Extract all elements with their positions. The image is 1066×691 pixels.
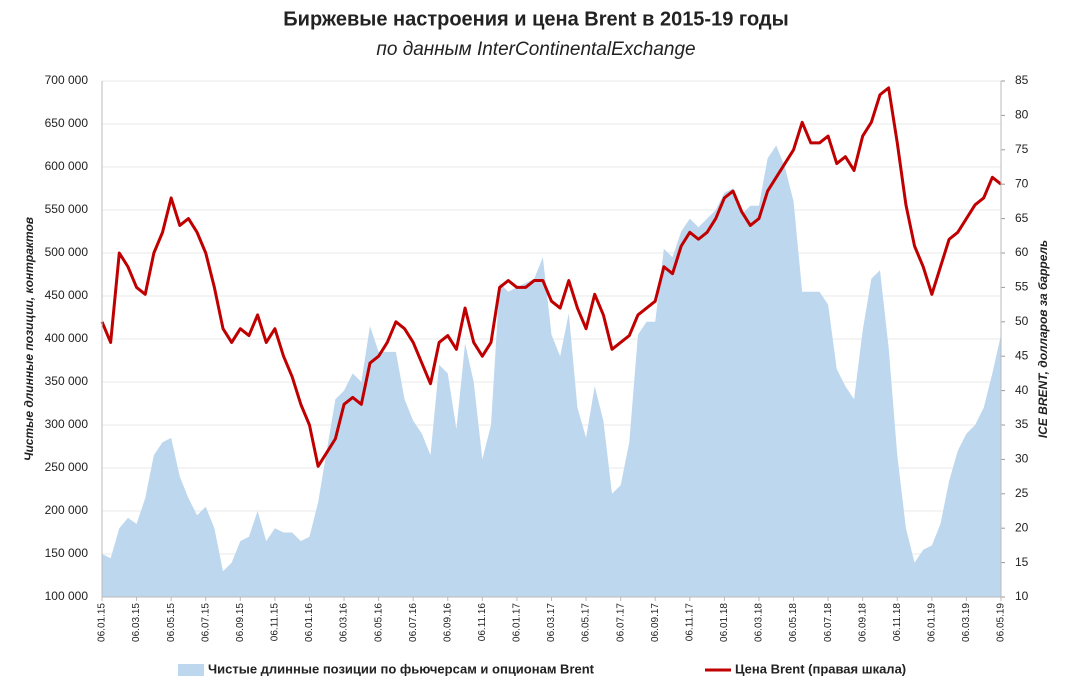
y-tick-label: 150 000 xyxy=(45,546,89,560)
area xyxy=(102,145,1001,597)
y2-tick-label: 35 xyxy=(1015,417,1029,431)
x-tick-label: 06.01.15 xyxy=(97,603,108,642)
x-tick-label: 06.05.17 xyxy=(581,603,592,642)
x-tick-label: 06.11.17 xyxy=(684,603,695,642)
y2-tick-label: 45 xyxy=(1015,348,1029,362)
y2-tick-label: 70 xyxy=(1015,176,1029,190)
x-tick-label: 06.03.17 xyxy=(546,603,557,642)
y2-tick-label: 65 xyxy=(1015,211,1029,225)
y2-axis-title: ICE BRENT, долларов за баррель xyxy=(1036,240,1050,438)
x-tick-label: 06.07.16 xyxy=(408,603,419,642)
y2-tick-label: 10 xyxy=(1015,589,1029,603)
y-tick-label: 600 000 xyxy=(45,159,89,173)
x-tick-label: 06.07.17 xyxy=(615,603,626,642)
y-tick-label: 350 000 xyxy=(45,374,89,388)
y2-tick-label: 40 xyxy=(1015,383,1029,397)
x-tick-label: 06.01.19 xyxy=(926,603,937,642)
y2-tick-label: 85 xyxy=(1015,73,1029,87)
y-tick-label: 400 000 xyxy=(45,331,89,345)
y-tick-label: 500 000 xyxy=(45,245,89,259)
x-tick-label: 06.01.18 xyxy=(719,603,730,642)
x-tick-label: 06.05.18 xyxy=(788,603,799,642)
x-tick-label: 06.07.15 xyxy=(200,603,211,642)
y2-tick-label: 75 xyxy=(1015,142,1029,156)
x-tick-label: 06.03.15 xyxy=(131,603,142,642)
x-tick-label: 06.01.17 xyxy=(512,603,523,642)
y2-tick-label: 60 xyxy=(1015,245,1029,259)
x-tick-label: 06.03.16 xyxy=(339,603,350,642)
y2-tick-label: 20 xyxy=(1015,520,1029,534)
x-tick-label: 06.05.16 xyxy=(373,603,384,642)
y2-tick-label: 30 xyxy=(1015,452,1029,466)
x-tick-label: 06.09.15 xyxy=(235,603,246,642)
x-tick-label: 06.01.16 xyxy=(304,603,315,642)
x-tick-label: 06.05.19 xyxy=(996,603,1007,642)
chart-title: Биржевые настроения и цена Brent в 2015-… xyxy=(283,8,788,30)
line xyxy=(100,86,1002,468)
legend-label: Чистые длинные позиции по фьючерсам и оп… xyxy=(208,661,595,676)
y-tick-label: 550 000 xyxy=(45,202,89,216)
x-tick-label: 06.09.18 xyxy=(857,603,868,642)
legend-label: Цена Brent (правая шкала) xyxy=(735,661,906,676)
y2-tick-label: 80 xyxy=(1015,108,1029,122)
x-tick-label: 06.11.15 xyxy=(270,603,281,642)
y-tick-label: 200 000 xyxy=(45,503,89,517)
y-tick-label: 250 000 xyxy=(45,460,89,474)
y-tick-label: 700 000 xyxy=(45,73,89,87)
x-tick-label: 06.11.16 xyxy=(477,603,488,642)
y-tick-label: 100 000 xyxy=(45,589,89,603)
x-tick-label: 06.09.17 xyxy=(650,603,661,642)
x-tick-label: 06.03.19 xyxy=(961,603,972,642)
x-tick-label: 06.11.18 xyxy=(892,603,903,642)
y-tick-label: 650 000 xyxy=(45,116,89,130)
y2-tick-label: 15 xyxy=(1015,555,1029,569)
x-tick-label: 06.05.15 xyxy=(166,603,177,642)
chart-subtitle: по данным InterContinentalExchange xyxy=(376,39,695,60)
x-tick-label: 06.03.18 xyxy=(754,603,765,642)
y2-tick-label: 25 xyxy=(1015,486,1029,500)
y-axis-title: Чистые длинные позиции, контрактов xyxy=(22,217,36,461)
y-tick-label: 300 000 xyxy=(45,417,89,431)
y2-tick-label: 55 xyxy=(1015,280,1029,294)
x-tick-label: 06.09.16 xyxy=(442,603,453,642)
x-tick-label: 06.07.18 xyxy=(823,603,834,642)
legend-swatch xyxy=(178,664,204,676)
y2-tick-label: 50 xyxy=(1015,314,1029,328)
y-tick-label: 450 000 xyxy=(45,288,89,302)
